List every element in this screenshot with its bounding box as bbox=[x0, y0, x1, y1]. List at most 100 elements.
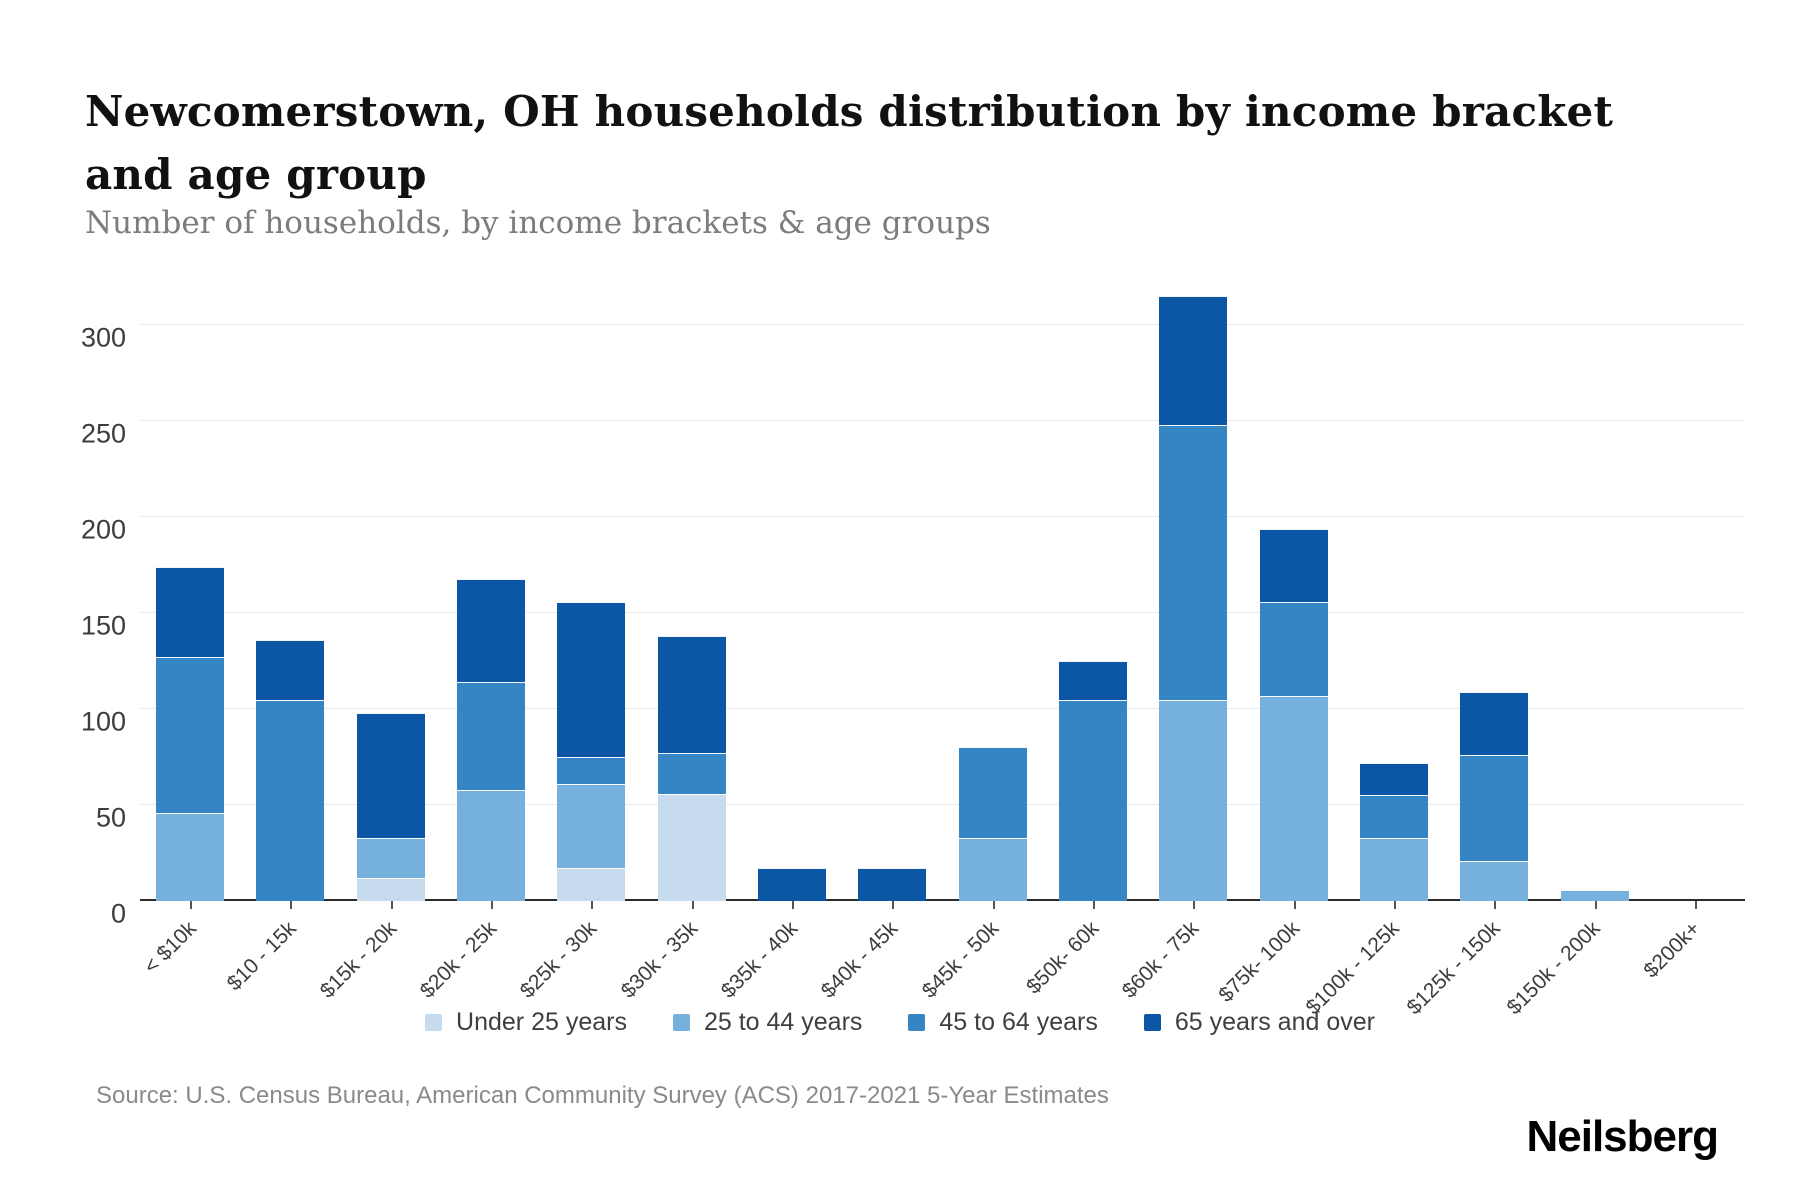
bar-segment-65-years-and-over[interactable] bbox=[356, 712, 425, 838]
x-axis-label: $60k - 75k bbox=[1117, 917, 1204, 1003]
x-axis-label: $75k- 100k bbox=[1214, 917, 1304, 1007]
legend-label: 45 to 64 years bbox=[939, 1008, 1098, 1036]
bar-segment-25-to-44-years[interactable] bbox=[1560, 889, 1629, 901]
bar-segment-65-years-and-over[interactable] bbox=[1159, 296, 1228, 426]
stacked-bar-20k-25k[interactable] bbox=[457, 578, 526, 901]
legend-item-45-to-64-years[interactable]: 45 to 64 years bbox=[908, 1008, 1098, 1037]
bar-segment-45-to-64-years[interactable] bbox=[256, 699, 325, 901]
legend-item-25-to-44-years[interactable]: 25 to 44 years bbox=[672, 1008, 863, 1037]
stacked-bar-150k-200k[interactable] bbox=[1560, 889, 1629, 901]
gridline-250 bbox=[140, 420, 1745, 422]
bar-segment-25-to-44-years[interactable] bbox=[1359, 837, 1428, 901]
bar-slot-10: $50k- 60k bbox=[1022, 260, 1143, 998]
stacked-bar-75k-100k[interactable] bbox=[1259, 528, 1328, 901]
stacked-bar-45k-50k[interactable] bbox=[958, 747, 1027, 901]
x-tick bbox=[1393, 901, 1396, 909]
bar-segment-65-years-and-over[interactable] bbox=[657, 636, 726, 754]
bar-slot-16: $200k+ bbox=[1640, 260, 1745, 982]
stacked-bar-10k[interactable] bbox=[156, 567, 225, 901]
gridline-100 bbox=[140, 708, 1745, 710]
source-note: Source: U.S. Census Bureau, American Com… bbox=[96, 1082, 1109, 1109]
legend-item-65-years-and-over[interactable]: 65 years and over bbox=[1143, 1008, 1375, 1037]
x-tick bbox=[892, 901, 895, 909]
x-tick bbox=[491, 901, 494, 909]
y-tick-label-0: 0 bbox=[110, 898, 126, 929]
bar-segment-45-to-64-years[interactable] bbox=[557, 757, 626, 784]
bar-slot-12: $75k- 100k bbox=[1214, 260, 1343, 1007]
bar-segment-under-25-years[interactable] bbox=[657, 793, 726, 901]
stacked-bar-35k-40k[interactable] bbox=[758, 868, 827, 901]
x-axis-label: < $10k bbox=[139, 917, 201, 979]
bar-segment-25-to-44-years[interactable] bbox=[1159, 699, 1228, 901]
bar-segment-45-to-64-years[interactable] bbox=[1359, 795, 1428, 838]
bar-segment-65-years-and-over[interactable] bbox=[1058, 661, 1127, 700]
x-axis-label: $25k - 30k bbox=[516, 917, 602, 1003]
bar-segment-under-25-years[interactable] bbox=[557, 868, 626, 901]
gridline-50 bbox=[140, 804, 1745, 806]
legend-swatch-icon bbox=[672, 1014, 690, 1031]
bar-segment-25-to-44-years[interactable] bbox=[557, 783, 626, 869]
bar-segment-45-to-64-years[interactable] bbox=[457, 682, 526, 790]
x-tick bbox=[1092, 901, 1095, 909]
bar-segment-45-to-64-years[interactable] bbox=[1058, 699, 1127, 901]
stacked-bar-10-15k[interactable] bbox=[256, 640, 325, 901]
stacked-bar-125k-150k[interactable] bbox=[1460, 691, 1529, 901]
stacked-bar-100k-125k[interactable] bbox=[1359, 762, 1428, 901]
bar-segment-under-25-years[interactable] bbox=[356, 877, 425, 901]
x-tick bbox=[691, 901, 694, 909]
bar-segment-25-to-44-years[interactable] bbox=[156, 812, 225, 901]
chart-subtitle: Number of households, by income brackets… bbox=[85, 205, 991, 241]
bar-segment-65-years-and-over[interactable] bbox=[1259, 528, 1328, 602]
stacked-bar-50k-60k[interactable] bbox=[1058, 661, 1127, 901]
bar-segment-45-to-64-years[interactable] bbox=[1259, 601, 1328, 696]
bar-segment-25-to-44-years[interactable] bbox=[457, 789, 526, 901]
bar-segment-25-to-44-years[interactable] bbox=[1460, 860, 1529, 901]
stacked-bar-40k-45k[interactable] bbox=[858, 868, 927, 901]
legend-swatch-icon bbox=[425, 1014, 443, 1031]
x-axis-label: $200k+ bbox=[1639, 917, 1706, 983]
plot-area: 0 50 100 150 200 250 300 < $10k $10 - 15k $15k - … bbox=[81, 260, 1745, 1019]
y-tick-label-150: 150 bbox=[80, 610, 126, 641]
bar-slot-11: $60k - 75k bbox=[1118, 260, 1243, 1003]
x-axis-label: $15k - 20k bbox=[315, 917, 402, 1003]
bar-segment-65-years-and-over[interactable] bbox=[858, 868, 927, 901]
bar-slot-8: $40k - 45k bbox=[817, 260, 942, 1003]
bar-segment-45-to-64-years[interactable] bbox=[1159, 425, 1228, 700]
legend-swatch-icon bbox=[908, 1014, 926, 1031]
stacked-bar-30k-35k[interactable] bbox=[657, 636, 726, 901]
y-tick-label-250: 250 bbox=[80, 418, 126, 449]
legend-label: 25 to 44 years bbox=[703, 1008, 863, 1036]
bar-segment-25-to-44-years[interactable] bbox=[356, 837, 425, 878]
bar-segment-45-to-64-years[interactable] bbox=[958, 747, 1027, 838]
x-axis-label: $100k - 125k bbox=[1302, 917, 1405, 1020]
legend-item-under-25-years[interactable]: Under 25 years bbox=[425, 1008, 627, 1037]
bar-slot-6: $30k - 35k bbox=[616, 260, 742, 1003]
x-axis-line bbox=[140, 899, 1745, 901]
bar-slot-1: < $10k bbox=[139, 260, 240, 978]
stacked-bar-15k-20k[interactable] bbox=[356, 712, 425, 901]
bar-slot-7: $35k - 40k bbox=[717, 260, 842, 1003]
chart-title: Newcomerstown, OH households distributio… bbox=[85, 87, 1614, 200]
bar-segment-25-to-44-years[interactable] bbox=[958, 837, 1027, 901]
bar-segment-65-years-and-over[interactable] bbox=[256, 640, 325, 700]
x-axis-label: $10 - 15k bbox=[222, 917, 301, 996]
bar-segment-45-to-64-years[interactable] bbox=[1460, 755, 1529, 861]
bar-segment-65-years-and-over[interactable] bbox=[156, 567, 225, 658]
x-tick bbox=[390, 901, 393, 909]
bar-slot-4: $20k - 25k bbox=[416, 260, 541, 1003]
bar-segment-25-to-44-years[interactable] bbox=[1259, 695, 1328, 901]
bar-segment-65-years-and-over[interactable] bbox=[457, 578, 526, 683]
bar-segment-65-years-and-over[interactable] bbox=[1359, 762, 1428, 796]
legend: Under 25 years 25 to 44 years 45 to 64 yea… bbox=[140, 1008, 1660, 1037]
bar-segment-45-to-64-years[interactable] bbox=[156, 657, 225, 813]
stacked-bar-25k-30k[interactable] bbox=[557, 601, 626, 901]
bar-segment-65-years-and-over[interactable] bbox=[758, 868, 827, 901]
y-tick-label-100: 100 bbox=[80, 706, 126, 737]
stacked-bar-60k-75k[interactable] bbox=[1159, 296, 1228, 901]
bar-segment-65-years-and-over[interactable] bbox=[1460, 691, 1529, 756]
gridline-200 bbox=[140, 516, 1745, 518]
bar-segment-65-years-and-over[interactable] bbox=[557, 601, 626, 758]
x-tick bbox=[1694, 901, 1697, 909]
bar-segment-45-to-64-years[interactable] bbox=[657, 753, 726, 794]
